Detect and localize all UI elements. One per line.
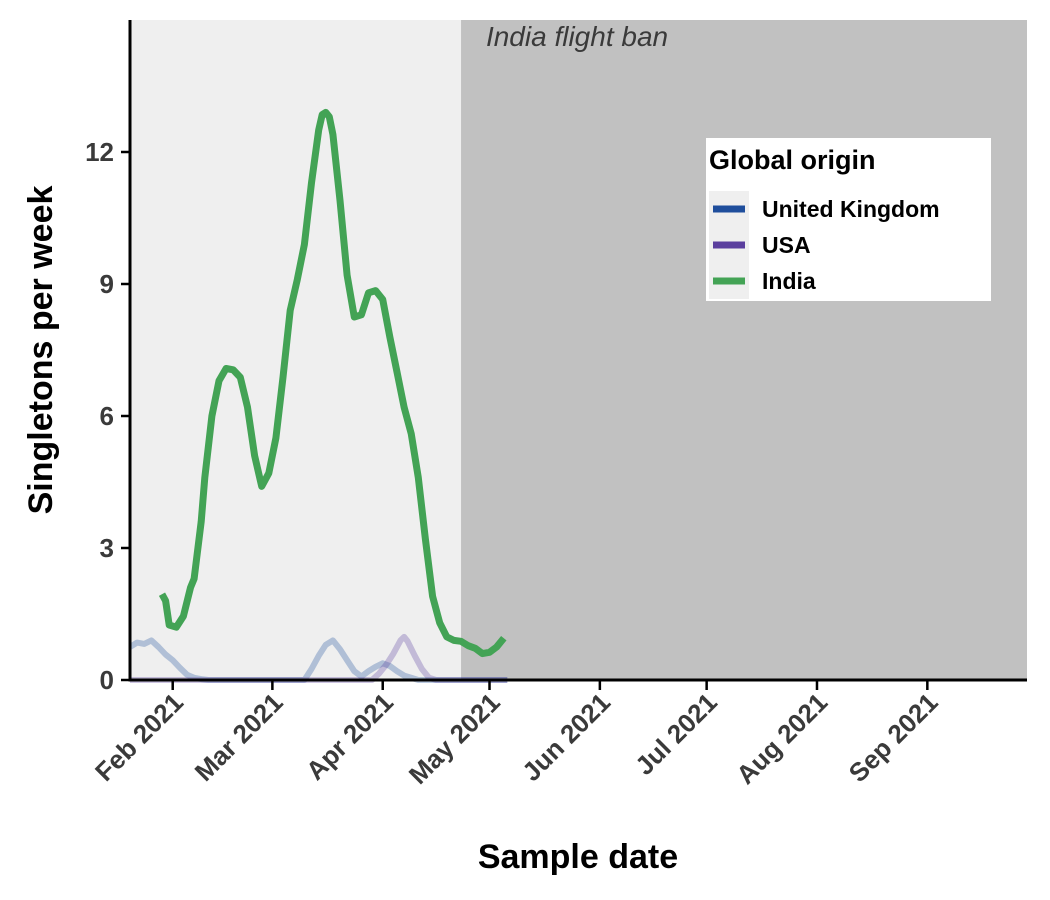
series-line-india — [158, 108, 507, 658]
x-tick-label: Mar 2021 — [189, 687, 289, 787]
series-line-usa — [130, 633, 508, 683]
x-tick-label: Jun 2021 — [516, 687, 616, 787]
y-tick-label: 0 — [100, 665, 114, 695]
x-tick-label: Feb 2021 — [89, 687, 189, 787]
y-axis-ticks: 0 3 6 9 12 — [85, 137, 130, 695]
x-tick-label: May 2021 — [403, 687, 506, 790]
legend-label: United Kingdom — [762, 196, 940, 222]
series-lines — [128, 108, 508, 683]
y-tick-label: 12 — [85, 137, 114, 167]
x-tick-label: Sep 2021 — [843, 687, 944, 788]
pre-ban-region — [130, 20, 462, 680]
series-line-united-kingdom — [128, 637, 508, 683]
legend-label: India — [762, 268, 816, 294]
y-axis-title: Singletons per week — [22, 186, 60, 515]
x-axis-title: Sample date — [478, 838, 678, 876]
legend-label: USA — [762, 232, 811, 258]
x-tick-label: Apr 2021 — [300, 687, 399, 786]
legend: Global origin United Kingdom USA India — [706, 138, 991, 301]
flight-ban-annotation: India flight ban — [486, 21, 668, 52]
axes — [128, 20, 1027, 682]
y-tick-label: 3 — [100, 533, 114, 563]
legend-entries: United Kingdom USA India — [709, 191, 940, 299]
legend-box — [706, 138, 991, 301]
legend-title: Global origin — [709, 145, 876, 175]
x-axis-ticks: Feb 2021 Mar 2021 Apr 2021 May 2021 Jun 2021… — [89, 680, 944, 790]
shaded-regions — [130, 20, 1027, 680]
y-tick-label: 9 — [100, 269, 114, 299]
x-tick-label: Aug 2021 — [730, 687, 833, 790]
post-ban-region — [461, 20, 1027, 680]
y-tick-label: 6 — [100, 401, 114, 431]
x-tick-label: Jul 2021 — [629, 687, 723, 781]
